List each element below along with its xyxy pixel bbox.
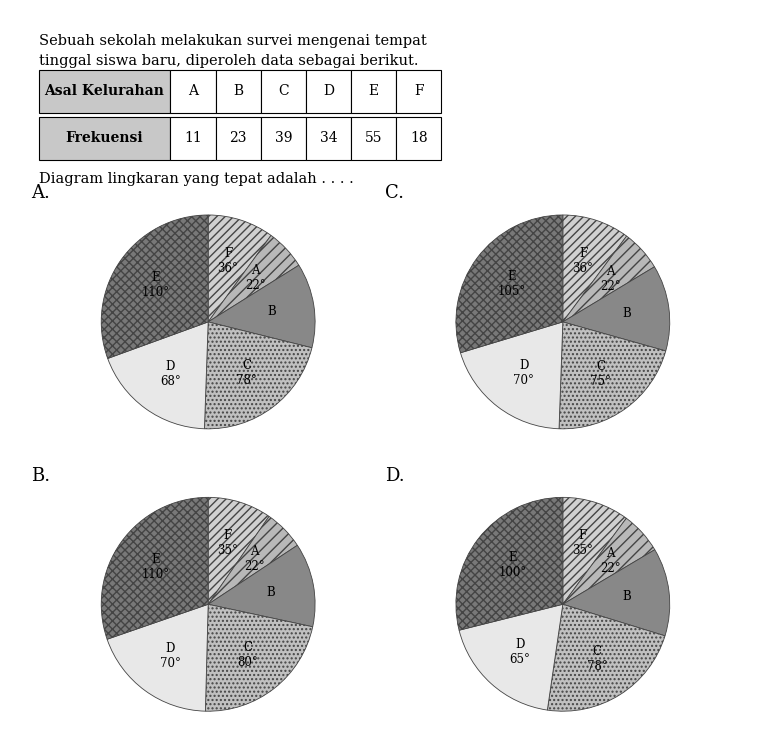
- Wedge shape: [459, 604, 563, 710]
- Wedge shape: [208, 215, 271, 322]
- Wedge shape: [204, 322, 312, 428]
- Text: Frekuensi: Frekuensi: [66, 131, 143, 145]
- Wedge shape: [208, 236, 299, 322]
- Text: C
78°: C 78°: [587, 645, 608, 672]
- Text: 34: 34: [320, 131, 338, 145]
- Text: C
78°: C 78°: [237, 359, 258, 387]
- Text: A
22°: A 22°: [600, 265, 621, 293]
- Text: B.: B.: [31, 467, 50, 485]
- Text: A: A: [188, 84, 198, 99]
- Text: D
70°: D 70°: [513, 358, 534, 387]
- Wedge shape: [101, 215, 208, 358]
- Text: A
22°: A 22°: [244, 545, 264, 574]
- Bar: [306, 69, 351, 113]
- Text: C.: C.: [386, 184, 405, 203]
- Bar: [306, 117, 351, 160]
- Text: Diagram lingkaran yang tepat adalah . . . .: Diagram lingkaran yang tepat adalah . . …: [39, 172, 353, 186]
- Text: E
110°: E 110°: [142, 553, 170, 581]
- Text: B: B: [267, 586, 275, 599]
- Text: 55: 55: [365, 131, 382, 145]
- Text: D
70°: D 70°: [160, 642, 180, 670]
- Wedge shape: [460, 322, 563, 428]
- Bar: [351, 117, 396, 160]
- Text: A.: A.: [31, 184, 49, 203]
- Bar: [396, 69, 442, 113]
- Text: A
22°: A 22°: [600, 547, 621, 575]
- Text: C
75°: C 75°: [590, 360, 611, 388]
- Wedge shape: [208, 265, 315, 348]
- Text: E
105°: E 105°: [497, 270, 526, 297]
- Wedge shape: [101, 497, 208, 639]
- Text: B: B: [622, 307, 631, 320]
- Wedge shape: [107, 604, 208, 711]
- Text: D: D: [323, 84, 334, 99]
- Wedge shape: [563, 550, 670, 636]
- Text: F
35°: F 35°: [217, 529, 237, 557]
- Text: C
80°: C 80°: [237, 641, 258, 669]
- Wedge shape: [563, 267, 670, 351]
- Text: D
68°: D 68°: [160, 360, 181, 388]
- Wedge shape: [208, 545, 315, 626]
- Text: A
22°: A 22°: [244, 264, 265, 292]
- Wedge shape: [208, 497, 269, 604]
- Text: B: B: [233, 84, 244, 99]
- Bar: [39, 117, 170, 160]
- Bar: [216, 117, 261, 160]
- Text: F: F: [414, 84, 424, 99]
- Text: 11: 11: [184, 131, 202, 145]
- Bar: [170, 117, 216, 160]
- Bar: [170, 69, 216, 113]
- Text: Asal Kelurahan: Asal Kelurahan: [45, 84, 164, 99]
- Bar: [39, 69, 170, 113]
- Bar: [396, 117, 442, 160]
- Wedge shape: [208, 517, 298, 604]
- Text: F
35°: F 35°: [572, 529, 594, 557]
- Text: B: B: [622, 590, 631, 603]
- Text: D
65°: D 65°: [510, 638, 530, 666]
- Wedge shape: [563, 215, 627, 322]
- Bar: [351, 69, 396, 113]
- Text: E
110°: E 110°: [142, 271, 170, 299]
- Text: F
36°: F 36°: [573, 247, 594, 275]
- Wedge shape: [108, 322, 208, 428]
- Wedge shape: [456, 497, 563, 630]
- Wedge shape: [547, 604, 665, 711]
- Text: B: B: [268, 306, 276, 319]
- Text: 39: 39: [274, 131, 292, 145]
- Wedge shape: [559, 322, 665, 428]
- Wedge shape: [563, 518, 655, 604]
- Text: 23: 23: [230, 131, 247, 145]
- Text: 18: 18: [410, 131, 428, 145]
- Wedge shape: [563, 236, 655, 322]
- Text: C: C: [278, 84, 288, 99]
- Text: Sebuah sekolah melakukan survei mengenai tempat: Sebuah sekolah melakukan survei mengenai…: [39, 34, 426, 48]
- Bar: [261, 69, 306, 113]
- Wedge shape: [205, 604, 313, 711]
- Text: E
100°: E 100°: [498, 550, 527, 579]
- Text: F
36°: F 36°: [217, 247, 238, 275]
- Wedge shape: [456, 215, 563, 352]
- Bar: [261, 117, 306, 160]
- Text: tinggal siswa baru, diperoleh data sebagai berikut.: tinggal siswa baru, diperoleh data sebag…: [39, 54, 418, 69]
- Text: D.: D.: [386, 467, 405, 485]
- Wedge shape: [563, 497, 626, 604]
- Text: E: E: [369, 84, 379, 99]
- Bar: [216, 69, 261, 113]
